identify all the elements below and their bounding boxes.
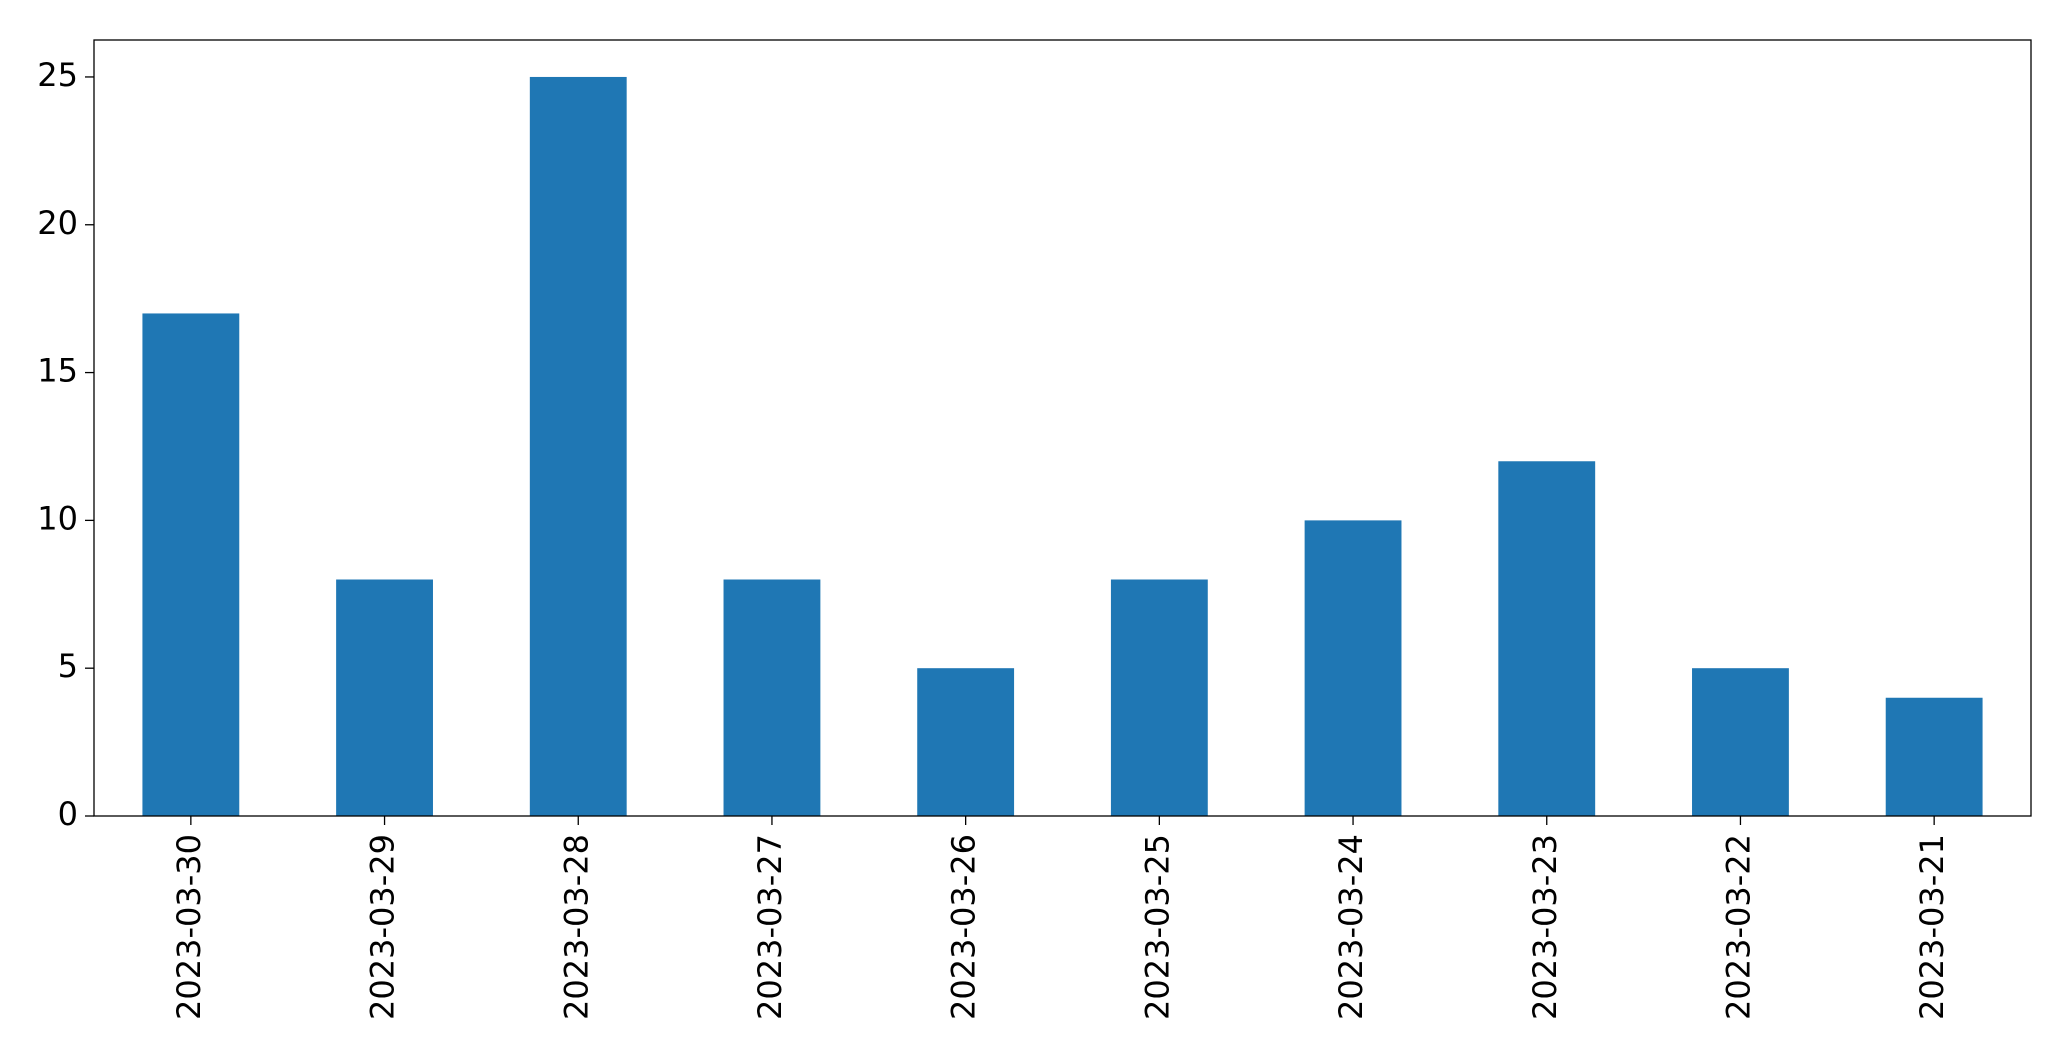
- bar: [336, 579, 433, 816]
- bar: [1498, 461, 1596, 816]
- y-tick-label: 10: [37, 499, 78, 537]
- y-tick-label: 5: [58, 647, 78, 685]
- x-tick-label: 2023-03-26: [945, 834, 983, 1020]
- x-tick-label: 2023-03-24: [1332, 834, 1370, 1020]
- x-tick-label: 2023-03-21: [1913, 834, 1951, 1020]
- bar: [1110, 579, 1208, 816]
- y-tick-label: 15: [37, 352, 78, 390]
- x-tick-label: 2023-03-23: [1526, 834, 1564, 1020]
- bar: [917, 668, 1015, 816]
- bar: [529, 76, 627, 816]
- x-tick-label: 2023-03-25: [1138, 834, 1176, 1020]
- bar: [723, 579, 821, 816]
- x-tick-label: 2023-03-28: [557, 834, 595, 1020]
- y-tick-label: 0: [58, 795, 78, 833]
- y-tick-label: 25: [37, 56, 78, 94]
- x-tick-label: 2023-03-30: [170, 834, 208, 1020]
- y-tick-label: 20: [37, 204, 78, 242]
- bar: [142, 313, 240, 816]
- x-tick-label: 2023-03-27: [751, 834, 789, 1020]
- bar: [1885, 697, 1983, 816]
- bar: [1692, 668, 1789, 816]
- bar: [1304, 520, 1402, 816]
- x-tick-label: 2023-03-22: [1719, 834, 1757, 1020]
- axes-frame: [93, 39, 2032, 817]
- x-tick-label: 2023-03-29: [364, 834, 402, 1020]
